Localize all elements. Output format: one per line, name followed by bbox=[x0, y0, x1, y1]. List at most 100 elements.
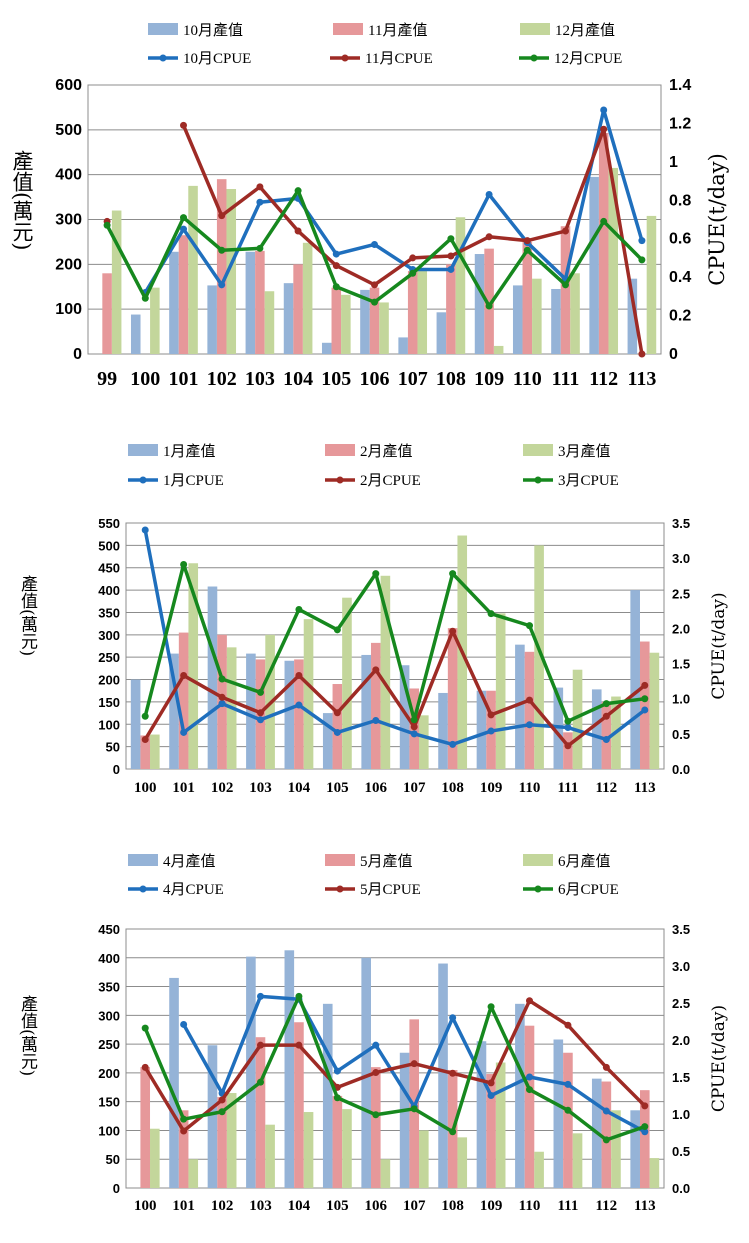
y2-tick-label: 3.0 bbox=[672, 551, 690, 566]
legend-swatch-5月產值 bbox=[325, 854, 355, 866]
bar-11月產值-108 bbox=[446, 264, 456, 354]
y2-axis-title: CPUE(t/day) bbox=[709, 1005, 729, 1112]
x-tick-label: 102 bbox=[207, 368, 237, 390]
point-12月CPUE-105 bbox=[332, 283, 340, 291]
x-tick-label: 103 bbox=[245, 368, 275, 390]
point-6月CPUE-109 bbox=[487, 1003, 495, 1011]
y-tick-label: 200 bbox=[98, 673, 120, 688]
point-3月CPUE-113 bbox=[641, 695, 649, 703]
point-4月CPUE-101 bbox=[180, 1020, 188, 1028]
bar-3月產值-106 bbox=[380, 575, 391, 769]
x-tick-label: 100 bbox=[130, 368, 160, 390]
bar-3月產值-113 bbox=[649, 652, 660, 769]
x-tick-label: 106 bbox=[360, 368, 390, 390]
point-2月CPUE-113 bbox=[641, 681, 649, 689]
point-5月CPUE-108 bbox=[449, 1069, 457, 1077]
y-tick-label: 400 bbox=[55, 167, 82, 184]
bar-11月產值-107 bbox=[407, 271, 418, 354]
x-tick-label: 110 bbox=[519, 1198, 541, 1214]
bar-2月產值-111 bbox=[563, 732, 573, 769]
y2-tick-label: 2.0 bbox=[672, 621, 690, 636]
y-tick-label: 0 bbox=[73, 346, 82, 363]
bar-10月產值-110 bbox=[512, 285, 523, 354]
bar-6月產值-107 bbox=[419, 1130, 429, 1188]
y2-tick-label: 1.0 bbox=[672, 692, 690, 707]
y-tick-label: 300 bbox=[98, 1008, 120, 1023]
point-6月CPUE-104 bbox=[295, 992, 303, 1000]
point-3月CPUE-101 bbox=[180, 560, 188, 568]
y-axis-title: 產值(萬元) bbox=[17, 575, 38, 656]
bar-6月產值-102 bbox=[226, 1093, 237, 1188]
bar-4月產值-107 bbox=[399, 1052, 410, 1188]
bar-5月產值-103 bbox=[255, 1037, 266, 1188]
point-10月CPUE-101 bbox=[180, 225, 187, 233]
bar-3月產值-100 bbox=[150, 734, 160, 769]
x-tick-label: 103 bbox=[249, 780, 272, 796]
point-1月CPUE-102 bbox=[218, 700, 226, 708]
series-line-10月CPUE bbox=[143, 108, 644, 294]
y2-tick-label: 1.0 bbox=[672, 1107, 690, 1122]
bar-3月產值-105 bbox=[342, 597, 352, 769]
point-6月CPUE-103 bbox=[257, 1078, 264, 1086]
point-3月CPUE-106 bbox=[372, 570, 380, 578]
point-10月CPUE-108 bbox=[447, 265, 455, 273]
point-11月CPUE-101 bbox=[180, 121, 187, 129]
x-tick-label: 113 bbox=[634, 1198, 656, 1214]
x-tick-label: 111 bbox=[552, 368, 580, 390]
point-12月CPUE-103 bbox=[256, 244, 264, 252]
y-tick-label: 400 bbox=[98, 951, 120, 966]
point-1月CPUE-101 bbox=[180, 728, 188, 736]
bar-6月產值-105 bbox=[342, 1109, 352, 1188]
x-tick-label: 101 bbox=[169, 368, 199, 390]
bar-10月產值-103 bbox=[245, 251, 256, 354]
point-4月CPUE-106 bbox=[372, 1041, 380, 1049]
bar-12月產值-102 bbox=[226, 189, 237, 354]
y-tick-label: 100 bbox=[98, 717, 120, 732]
x-tick-label: 103 bbox=[249, 1198, 272, 1214]
y2-tick-label: 1.5 bbox=[672, 657, 690, 672]
point-11月CPUE-109 bbox=[485, 233, 493, 241]
y-tick-label: 300 bbox=[55, 212, 82, 229]
bar-1月產值-110 bbox=[515, 644, 525, 769]
legend-marker-3月CPUE bbox=[534, 476, 542, 484]
bar-3月產值-104 bbox=[303, 619, 314, 769]
legend-marker-6月CPUE bbox=[534, 885, 542, 893]
point-6月CPUE-106 bbox=[372, 1111, 380, 1119]
bar-5月產值-110 bbox=[524, 1025, 535, 1188]
y-tick-label: 250 bbox=[98, 650, 120, 665]
point-3月CPUE-112 bbox=[602, 700, 610, 708]
legend-label: 5月CPUE bbox=[360, 882, 421, 898]
bar-3月產值-109 bbox=[495, 613, 506, 769]
series-line-6月CPUE bbox=[143, 994, 646, 1142]
point-11月CPUE-108 bbox=[447, 252, 455, 260]
point-6月CPUE-102 bbox=[218, 1108, 226, 1116]
y-tick-label: 150 bbox=[98, 1095, 120, 1110]
x-tick-label: 104 bbox=[288, 780, 311, 796]
bar-10月產值-112 bbox=[589, 176, 599, 354]
x-tick-label: 105 bbox=[326, 780, 349, 796]
x-tick-label: 108 bbox=[436, 368, 466, 390]
bar-3月產值-110 bbox=[534, 545, 544, 769]
point-1月CPUE-105 bbox=[333, 728, 341, 736]
bar-12月產值-113 bbox=[646, 215, 657, 354]
x-tick-label: 110 bbox=[519, 780, 541, 796]
y-axis-title: 產值(萬元) bbox=[17, 995, 38, 1076]
point-12月CPUE-107 bbox=[409, 269, 417, 277]
plot-frame bbox=[125, 522, 665, 770]
point-11月CPUE-110 bbox=[523, 237, 531, 245]
point-12月CPUE-99 bbox=[103, 221, 111, 229]
legend-label: 12月CPUE bbox=[554, 51, 622, 67]
legend-label: 5月產值 bbox=[360, 853, 413, 870]
bar-10月產值-108 bbox=[436, 312, 447, 354]
y2-tick-label: 1.4 bbox=[669, 77, 691, 94]
bar-11月產值-106 bbox=[369, 287, 380, 354]
legend-label: 1月產值 bbox=[163, 443, 216, 460]
legend-label: 10月CPUE bbox=[183, 51, 251, 67]
y-tick-label: 500 bbox=[98, 538, 120, 553]
x-tick-label: 102 bbox=[211, 780, 234, 796]
x-tick-label: 112 bbox=[596, 780, 618, 796]
y2-tick-label: 1.5 bbox=[672, 1070, 690, 1085]
y-tick-label: 50 bbox=[106, 740, 120, 755]
y-tick-label: 450 bbox=[98, 561, 120, 576]
bar-5月產值-112 bbox=[601, 1081, 612, 1188]
